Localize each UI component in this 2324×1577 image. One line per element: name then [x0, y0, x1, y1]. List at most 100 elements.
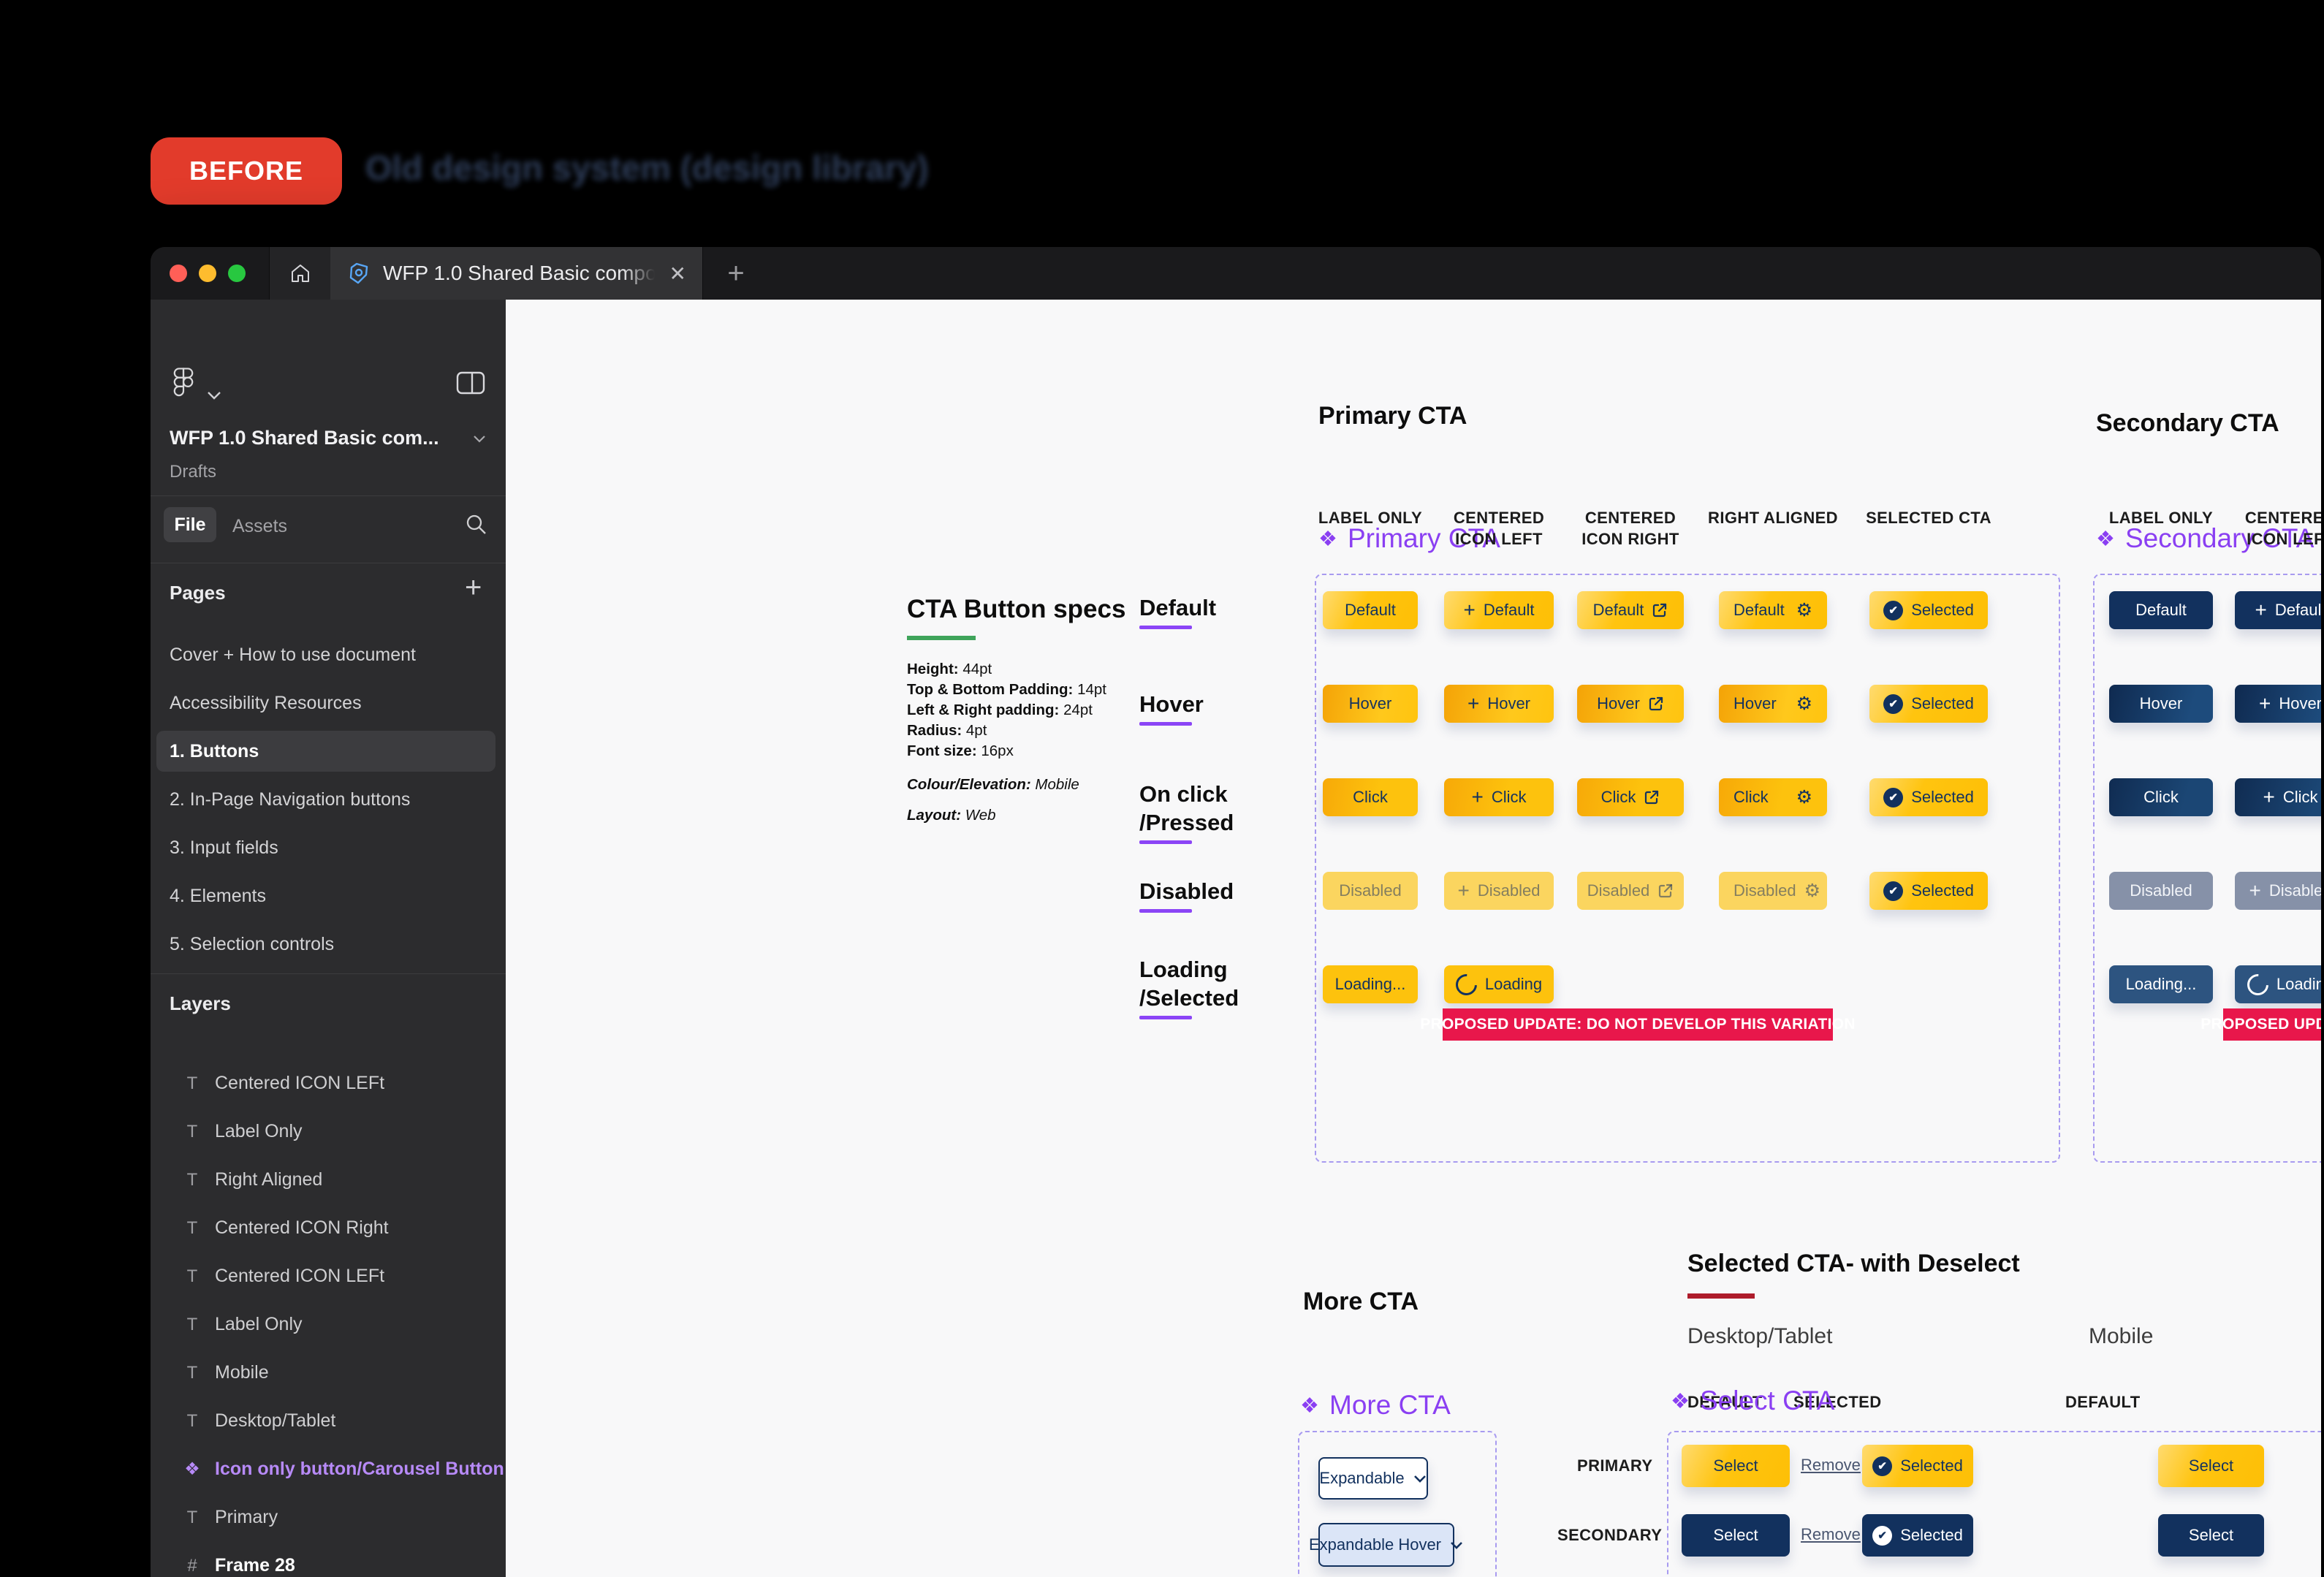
primary-cta-default-right-aligned-button[interactable]: Default⚙	[1719, 591, 1827, 629]
button-label: Loading...	[1335, 975, 1406, 994]
expandable-hover-button[interactable]: Expandable Hover	[1318, 1523, 1454, 1567]
button-label: Selected	[1900, 1526, 1963, 1545]
primary-select-button[interactable]: Select	[1682, 1445, 1790, 1487]
secondary-select-button[interactable]: Select	[1682, 1514, 1790, 1557]
secondary-cta-loading-button[interactable]: Loading...	[2109, 965, 2213, 1003]
design-canvas[interactable]: Primary CTASecondary CTACTA Button specs…	[506, 300, 2321, 1577]
column-header: LABEL ONLY	[2109, 507, 2213, 528]
traffic-light-minimize[interactable]	[199, 265, 216, 282]
primary-cta-click-right-aligned-button[interactable]: Click⚙	[1719, 778, 1827, 816]
secondary-selected-button[interactable]: ✔Selected	[1862, 1514, 1973, 1557]
external-link-icon	[1657, 883, 1674, 899]
file-name[interactable]: WFP 1.0 Shared Basic com...	[170, 427, 439, 449]
sidebar-layer-item[interactable]: TCentered ICON Right	[181, 1217, 389, 1239]
secondary-cta-disabled-label-button[interactable]: Disabled	[2109, 872, 2213, 910]
tab-close-icon[interactable]: ✕	[669, 262, 686, 286]
toggle-sidebar-icon[interactable]	[456, 371, 485, 395]
sidebar-page-item[interactable]: 4. Elements	[170, 886, 266, 907]
layer-label: Mobile	[215, 1362, 269, 1383]
primary-cta-loading-spinner-button[interactable]: Loading	[1444, 965, 1554, 1003]
layer-label: Primary	[215, 1507, 278, 1528]
select-cta-component[interactable]: ❖Select CTA	[1671, 1386, 1834, 1416]
file-location[interactable]: Drafts	[170, 462, 216, 482]
primary-cta-click-label-button[interactable]: Click	[1323, 778, 1418, 816]
external-link-icon	[1648, 696, 1664, 712]
primary-cta-disabled-icon-right-button[interactable]: Disabled	[1577, 872, 1684, 910]
button-label: Click	[1492, 788, 1527, 807]
primary-selected-button[interactable]: ✔Selected	[1862, 1445, 1973, 1487]
home-button[interactable]	[269, 247, 332, 300]
primary-mobile-select-button[interactable]: Select	[2158, 1445, 2264, 1487]
check-circle-icon: ✔	[1872, 1456, 1892, 1476]
tab-file[interactable]: File	[164, 507, 216, 542]
add-page-icon[interactable]: +	[465, 571, 482, 604]
primary-cta-disabled-label-button[interactable]: Disabled	[1323, 872, 1418, 910]
more-cta-component[interactable]: ❖More CTA	[1300, 1390, 1451, 1421]
sidebar-layer-item[interactable]: TDesktop/Tablet	[181, 1410, 335, 1432]
traffic-light-zoom[interactable]	[228, 265, 246, 282]
sidebar-page-item[interactable]: Cover + How to use document	[170, 645, 416, 666]
secondary-cta-disabled-icon-left-button[interactable]: +Disabled	[2235, 872, 2321, 910]
primary-cta-hover-right-aligned-button[interactable]: Hover⚙	[1719, 685, 1827, 723]
primary-cta-disabled-selected-button[interactable]: ✔Selected	[1869, 872, 1988, 910]
tab-assets[interactable]: Assets	[232, 516, 287, 537]
gear-icon: ⚙	[1796, 788, 1812, 807]
primary-cta-default-icon-right-button[interactable]: Default	[1577, 591, 1684, 629]
primary-cta-click-icon-left-button[interactable]: +Click	[1444, 778, 1554, 816]
primary-cta-hover-icon-left-button[interactable]: +Hover	[1444, 685, 1554, 723]
sidebar-layer-item[interactable]: TRight Aligned	[181, 1169, 322, 1190]
sidebar-page-item[interactable]: 2. In-Page Navigation buttons	[170, 789, 410, 810]
search-icon[interactable]	[465, 513, 488, 536]
new-tab-button[interactable]: +	[710, 247, 762, 300]
column-header: RIGHT ALIGNED	[1708, 507, 1838, 528]
remove-link[interactable]: Remove	[1801, 1525, 1861, 1544]
secondary-cta-default-icon-left-button[interactable]: +Default	[2235, 591, 2321, 629]
sidebar-page-item[interactable]: 5. Selection controls	[170, 934, 334, 955]
primary-cta-click-selected-button[interactable]: ✔Selected	[1869, 778, 1988, 816]
sidebar-layer-item[interactable]: TCentered ICON LEFt	[181, 1073, 384, 1094]
plus-icon: +	[1463, 600, 1475, 620]
button-label: Expandable	[1319, 1469, 1404, 1488]
sidebar-page-item[interactable]: 1. Buttons	[170, 741, 259, 762]
primary-cta-click-icon-right-button[interactable]: Click	[1577, 778, 1684, 816]
active-tab[interactable]: WFP 1.0 Shared Basic component ✕	[330, 247, 703, 300]
secondary-cta-default-label-button[interactable]: Default	[2109, 591, 2213, 629]
primary-cta-loading-button[interactable]: Loading...	[1323, 965, 1418, 1003]
primary-cta-default-selected-button[interactable]: ✔Selected	[1869, 591, 1988, 629]
sidebar-page-item[interactable]: Accessibility Resources	[170, 693, 362, 714]
sidebar-layer-item[interactable]: TLabel Only	[181, 1314, 303, 1335]
secondary-mobile-select-button[interactable]: Select	[2158, 1514, 2264, 1557]
component-diamond-icon: ❖	[1671, 1388, 1690, 1414]
primary-cta-hover-label-button[interactable]: Hover	[1323, 685, 1418, 723]
traffic-light-close[interactable]	[170, 265, 187, 282]
external-link-icon	[1652, 602, 1668, 618]
secondary-cta-hover-icon-left-button[interactable]: +Hover	[2235, 685, 2321, 723]
secondary-cta-click-label-button[interactable]: Click	[2109, 778, 2213, 816]
primary-cta-hover-selected-button[interactable]: ✔Selected	[1869, 685, 1988, 723]
file-menu-chevron-icon[interactable]	[472, 434, 487, 444]
secondary-cta-hover-label-button[interactable]: Hover	[2109, 685, 2213, 723]
primary-cta-disabled-icon-left-button[interactable]: +Disabled	[1444, 872, 1554, 910]
chevron-down-icon[interactable]	[206, 390, 222, 400]
sidebar-page-item[interactable]: 3. Input fields	[170, 837, 278, 859]
button-label: Disabled	[1587, 881, 1650, 900]
state-label: Default	[1139, 593, 1216, 622]
sidebar-layer-item[interactable]: TPrimary	[181, 1507, 278, 1528]
primary-cta-disabled-right-aligned-button[interactable]: Disabled⚙	[1719, 872, 1827, 910]
primary-cta-default-label-button[interactable]: Default	[1323, 591, 1418, 629]
sidebar-layer-item[interactable]: TMobile	[181, 1362, 269, 1383]
primary-cta-hover-icon-right-button[interactable]: Hover	[1577, 685, 1684, 723]
figma-logo-icon[interactable]	[172, 367, 194, 399]
secondary-cta-click-icon-left-button[interactable]: +Click	[2235, 778, 2321, 816]
sidebar-layer-item[interactable]: TCentered ICON LEFt	[181, 1266, 384, 1287]
remove-link[interactable]: Remove	[1801, 1456, 1861, 1475]
text-layer-icon: T	[181, 1218, 203, 1239]
gear-icon: ⚙	[1796, 695, 1812, 713]
state-underline	[1139, 1016, 1192, 1019]
secondary-cta-loading-spinner-button[interactable]: Loading	[2235, 965, 2321, 1003]
sidebar-layer-item[interactable]: TLabel Only	[181, 1121, 303, 1142]
expandable-button[interactable]: Expandable	[1318, 1457, 1428, 1500]
primary-cta-default-icon-left-button[interactable]: +Default	[1444, 591, 1554, 629]
sidebar-layer-item[interactable]: #Frame 28	[181, 1555, 295, 1576]
sidebar-layer-item[interactable]: ❖Icon only button/Carousel Button	[181, 1459, 504, 1480]
